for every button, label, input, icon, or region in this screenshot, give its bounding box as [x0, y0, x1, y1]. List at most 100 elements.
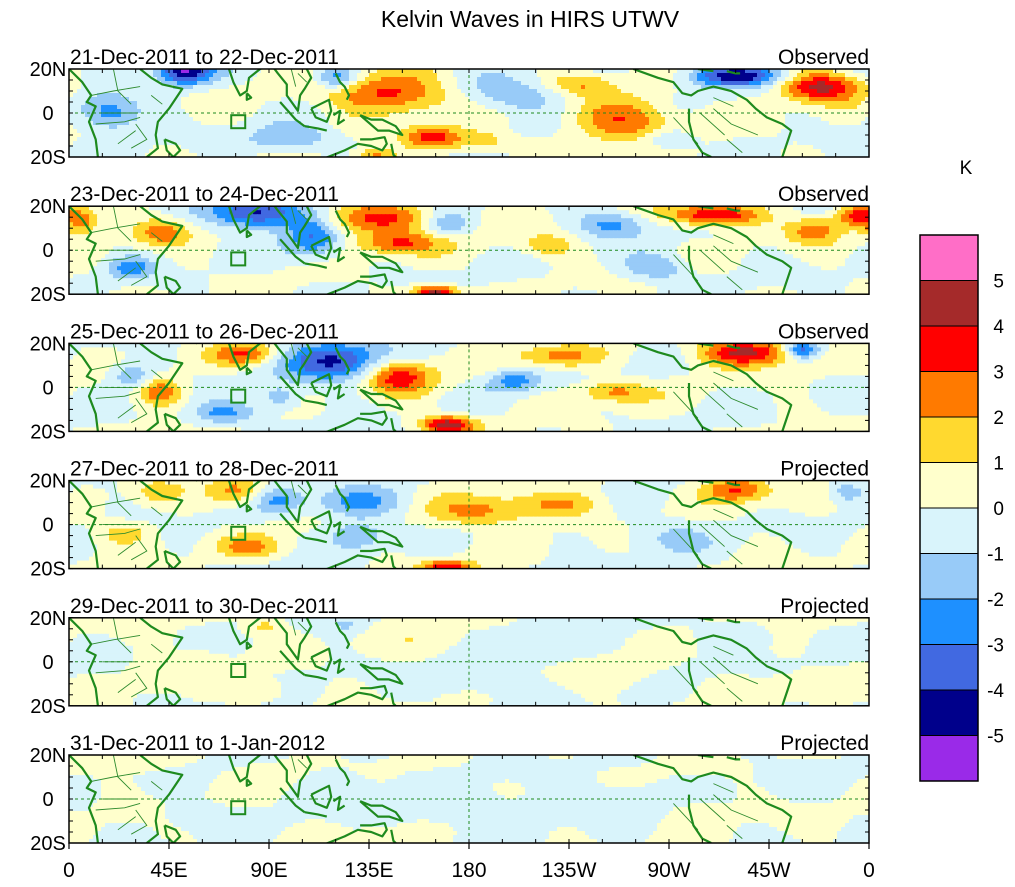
- field-cell: [153, 89, 158, 94]
- field-cell: [733, 93, 738, 98]
- field-cell: [785, 89, 790, 94]
- field-cell: [741, 81, 746, 86]
- field-cell: [621, 210, 626, 215]
- field-cell: [441, 141, 446, 146]
- field-cell: [209, 93, 214, 98]
- field-cell: [281, 89, 286, 94]
- field-cell: [357, 105, 362, 110]
- field-cell: [93, 77, 98, 82]
- field-cell: [765, 85, 770, 90]
- field-cell: [213, 85, 218, 90]
- field-cell: [501, 113, 506, 118]
- field-cell: [629, 137, 634, 142]
- field-cell: [561, 129, 566, 134]
- field-cell: [505, 149, 510, 154]
- field-cell: [121, 117, 126, 122]
- field-cell: [377, 149, 382, 154]
- field-cell: [129, 137, 134, 142]
- field-cell: [241, 89, 246, 94]
- field-cell: [573, 89, 578, 94]
- field-cell: [325, 125, 330, 130]
- field-cell: [661, 81, 666, 86]
- field-cell: [573, 73, 578, 78]
- field-cell: [381, 89, 386, 94]
- field-cell: [473, 97, 478, 102]
- field-cell: [293, 93, 298, 98]
- field-cell: [677, 101, 682, 106]
- field-cell: [157, 113, 162, 118]
- field-cell: [653, 89, 658, 94]
- field-cell: [113, 121, 118, 126]
- field-cell: [341, 109, 346, 114]
- field-cell: [797, 69, 802, 74]
- field-cell: [69, 81, 74, 86]
- field-cell: [605, 137, 610, 142]
- field-cell: [509, 206, 514, 211]
- field-cell: [273, 153, 278, 157]
- field-cell: [669, 101, 674, 106]
- field-cell: [213, 125, 218, 130]
- field-cell: [89, 129, 94, 134]
- field-cell: [729, 101, 734, 106]
- field-cell: [745, 101, 750, 106]
- field-cell: [589, 77, 594, 82]
- field-cell: [365, 149, 370, 154]
- field-cell: [73, 69, 78, 74]
- field-cell: [497, 210, 502, 215]
- field-cell: [805, 73, 810, 78]
- field-cell: [341, 89, 346, 94]
- field-cell: [305, 133, 310, 138]
- field-cell: [133, 89, 138, 94]
- field-cell: [789, 210, 794, 215]
- field-cell: [525, 145, 530, 150]
- field-cell: [365, 105, 370, 110]
- field-cell: [565, 73, 570, 78]
- field-cell: [101, 101, 106, 106]
- field-cell: [585, 121, 590, 126]
- field-cell: [97, 93, 102, 98]
- field-cell: [497, 145, 502, 150]
- field-cell: [605, 93, 610, 98]
- field-cell: [241, 101, 246, 106]
- field-cell: [581, 149, 586, 154]
- field-cell: [649, 105, 654, 110]
- field-cell: [437, 85, 442, 90]
- field-cell: [633, 125, 638, 130]
- field-cell: [853, 121, 858, 126]
- field-cell: [825, 93, 830, 98]
- field-cell: [205, 206, 210, 211]
- field-cell: [273, 125, 278, 130]
- field-cell: [597, 105, 602, 110]
- field-cell: [701, 85, 706, 90]
- field-cell: [545, 121, 550, 126]
- field-cell: [705, 77, 710, 82]
- field-cell: [761, 145, 766, 150]
- field-cell: [205, 145, 210, 150]
- field-cell: [813, 109, 818, 114]
- field-cell: [209, 145, 214, 150]
- field-cell: [413, 210, 418, 215]
- field-cell: [773, 69, 778, 74]
- field-cell: [437, 93, 442, 98]
- field-cell: [593, 81, 598, 86]
- field-cell: [809, 145, 814, 150]
- field-cell: [237, 69, 242, 74]
- field-cell: [745, 89, 750, 94]
- field-cell: [753, 153, 758, 157]
- field-cell: [389, 133, 394, 138]
- field-cell: [601, 206, 606, 211]
- field-cell: [193, 214, 198, 219]
- field-cell: [261, 89, 266, 94]
- field-cell: [361, 85, 366, 90]
- field-cell: [165, 81, 170, 86]
- field-cell: [681, 145, 686, 150]
- field-cell: [349, 206, 354, 211]
- field-cell: [613, 97, 618, 102]
- field-cell: [249, 77, 254, 82]
- field-cell: [409, 206, 414, 211]
- field-cell: [145, 109, 150, 114]
- field-cell: [325, 77, 330, 82]
- field-cell: [409, 113, 414, 118]
- field-cell: [625, 206, 630, 211]
